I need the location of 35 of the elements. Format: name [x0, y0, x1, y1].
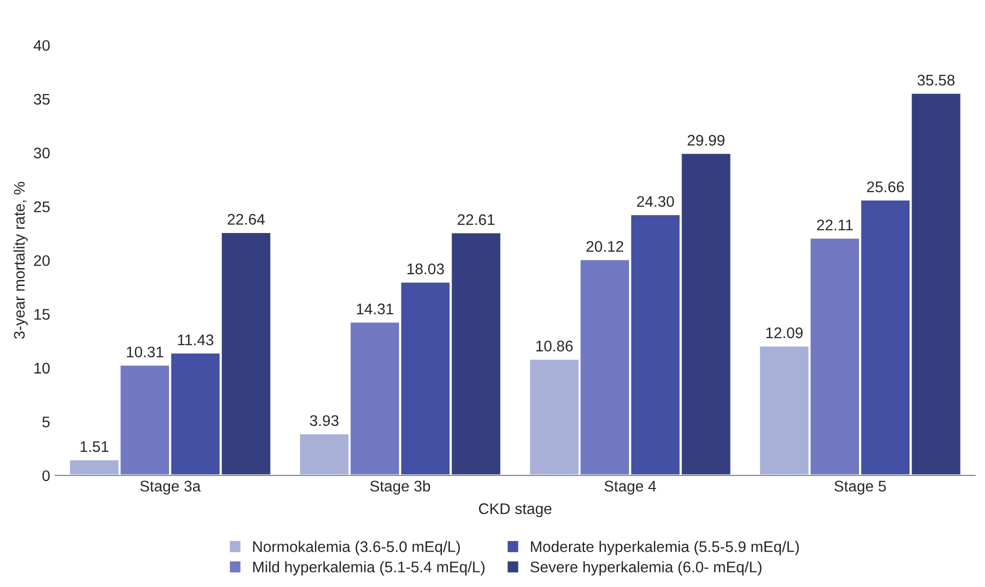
y-tick-label: 0	[42, 470, 50, 482]
y-tick-label: 5	[42, 416, 50, 428]
x-tick-label: Stage 5	[834, 480, 886, 495]
data-label: 3.93	[310, 415, 338, 426]
y-tick-label: 20	[34, 255, 50, 266]
data-label: 20.12	[586, 241, 624, 252]
y-tick-label: 40	[34, 40, 50, 51]
y-tick-label: 30	[34, 148, 50, 158]
x-tick-label: Stage 3a	[140, 480, 201, 495]
data-label: 10.31	[126, 346, 164, 358]
data-label: 35.58	[918, 74, 955, 86]
x-axis-title: CKD stage	[478, 503, 552, 518]
y-tick-label: 35	[34, 94, 50, 105]
data-label: 11.43	[178, 334, 214, 346]
y-axis-title: 3-year mortality rate, %	[14, 182, 28, 339]
data-label: 22.61	[458, 214, 494, 226]
legend-label: Normokalemia (3.6-5.0 mEq/L)	[253, 540, 460, 556]
x-tick-label: Stage 3b	[370, 480, 430, 495]
y-tick-label: 10	[34, 362, 50, 374]
y-tick-label: 15	[34, 309, 50, 320]
data-label: 22.11	[817, 220, 853, 230]
legend-label: Severe hyperkalemia (6.0- mEq/L)	[530, 561, 762, 576]
y-tick-label: 25	[34, 201, 50, 212]
data-label: 10.86	[536, 340, 573, 352]
data-label: 12.09	[766, 327, 803, 338]
data-label: 25.66	[867, 181, 904, 192]
data-label: 18.03	[408, 264, 444, 274]
data-label: 22.64	[228, 214, 265, 225]
data-label: 24.30	[637, 196, 674, 207]
legend-label: Moderate hyperkalemia (5.5-5.9 mEq/L)	[530, 540, 799, 556]
legend-label: Mild hyperkalemia (5.1-5.4 mEq/L)	[253, 561, 484, 576]
data-label: 29.99	[688, 134, 724, 146]
x-tick-label: Stage 4	[604, 480, 656, 495]
data-label: 1.51	[80, 441, 108, 452]
data-label: 14.31	[356, 304, 394, 314]
